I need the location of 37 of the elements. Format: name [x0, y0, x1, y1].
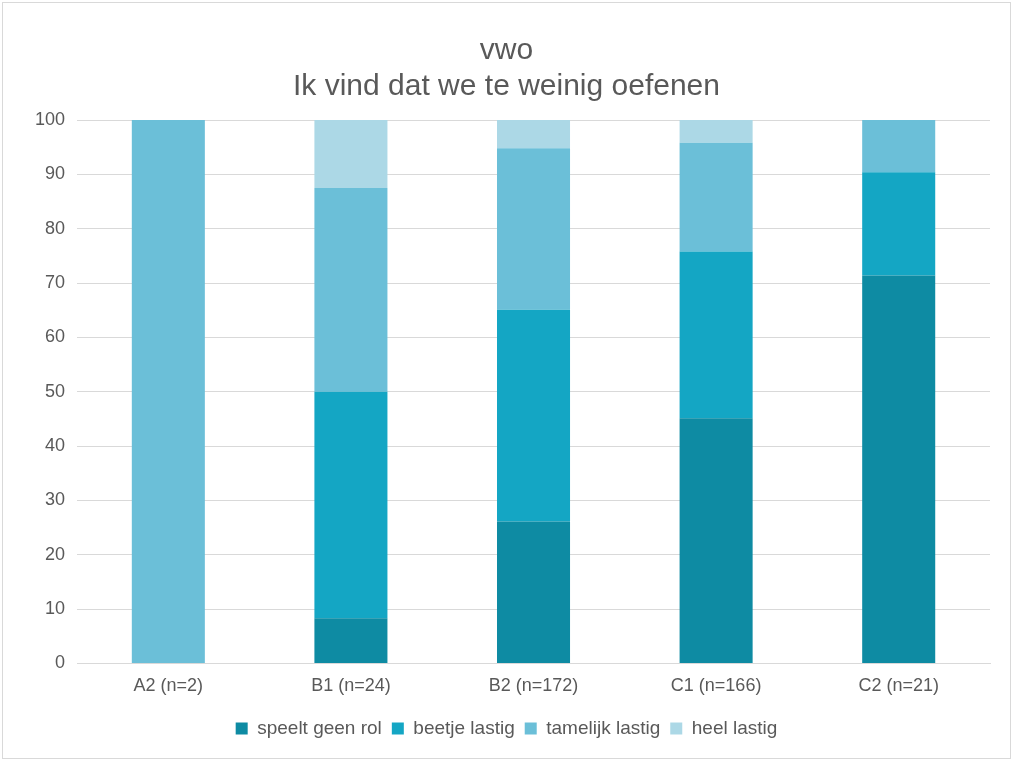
y-tick-label: 50 — [45, 380, 66, 401]
y-tick-label: 40 — [45, 435, 66, 456]
bar — [862, 172, 936, 276]
y-tick-label: 90 — [45, 163, 66, 184]
bar — [679, 418, 753, 663]
chart-title: vwo Ik vind dat we te weinig oefenen — [293, 32, 720, 102]
y-tick-label: 100 — [34, 108, 66, 129]
y-tick-label: 80 — [45, 217, 66, 238]
y-tick-label: 20 — [45, 543, 66, 564]
bar — [862, 120, 936, 173]
bar — [497, 120, 571, 149]
y-tick-label: 10 — [45, 598, 66, 619]
bar — [679, 142, 753, 252]
bar — [497, 309, 571, 522]
bar — [862, 275, 936, 663]
bar — [679, 120, 753, 143]
bar — [679, 251, 753, 419]
legend-label: heel lastig — [691, 716, 778, 738]
bar — [131, 120, 205, 663]
y-tick-label: 70 — [45, 271, 66, 292]
bar — [314, 391, 388, 619]
legend-label: beetje lastig — [413, 716, 515, 738]
y-tick-label: 0 — [55, 652, 66, 673]
x-tick-label: A2 (n=2) — [133, 675, 204, 696]
y-tick-label: 30 — [45, 489, 66, 510]
x-tick-label: B2 (n=172) — [488, 675, 579, 696]
x-tick-label: B1 (n=24) — [311, 675, 391, 696]
bar — [314, 618, 388, 663]
legend-label: tamelijk lastig — [546, 716, 661, 738]
bar — [497, 148, 571, 310]
legend-label: speelt geen rol — [257, 716, 382, 738]
bar — [314, 120, 388, 188]
y-tick-label: 60 — [45, 326, 66, 347]
x-tick-label: C2 (n=21) — [858, 675, 939, 696]
x-tick-label: C1 (n=166) — [670, 675, 762, 696]
bar — [314, 187, 388, 392]
bar — [497, 521, 571, 663]
